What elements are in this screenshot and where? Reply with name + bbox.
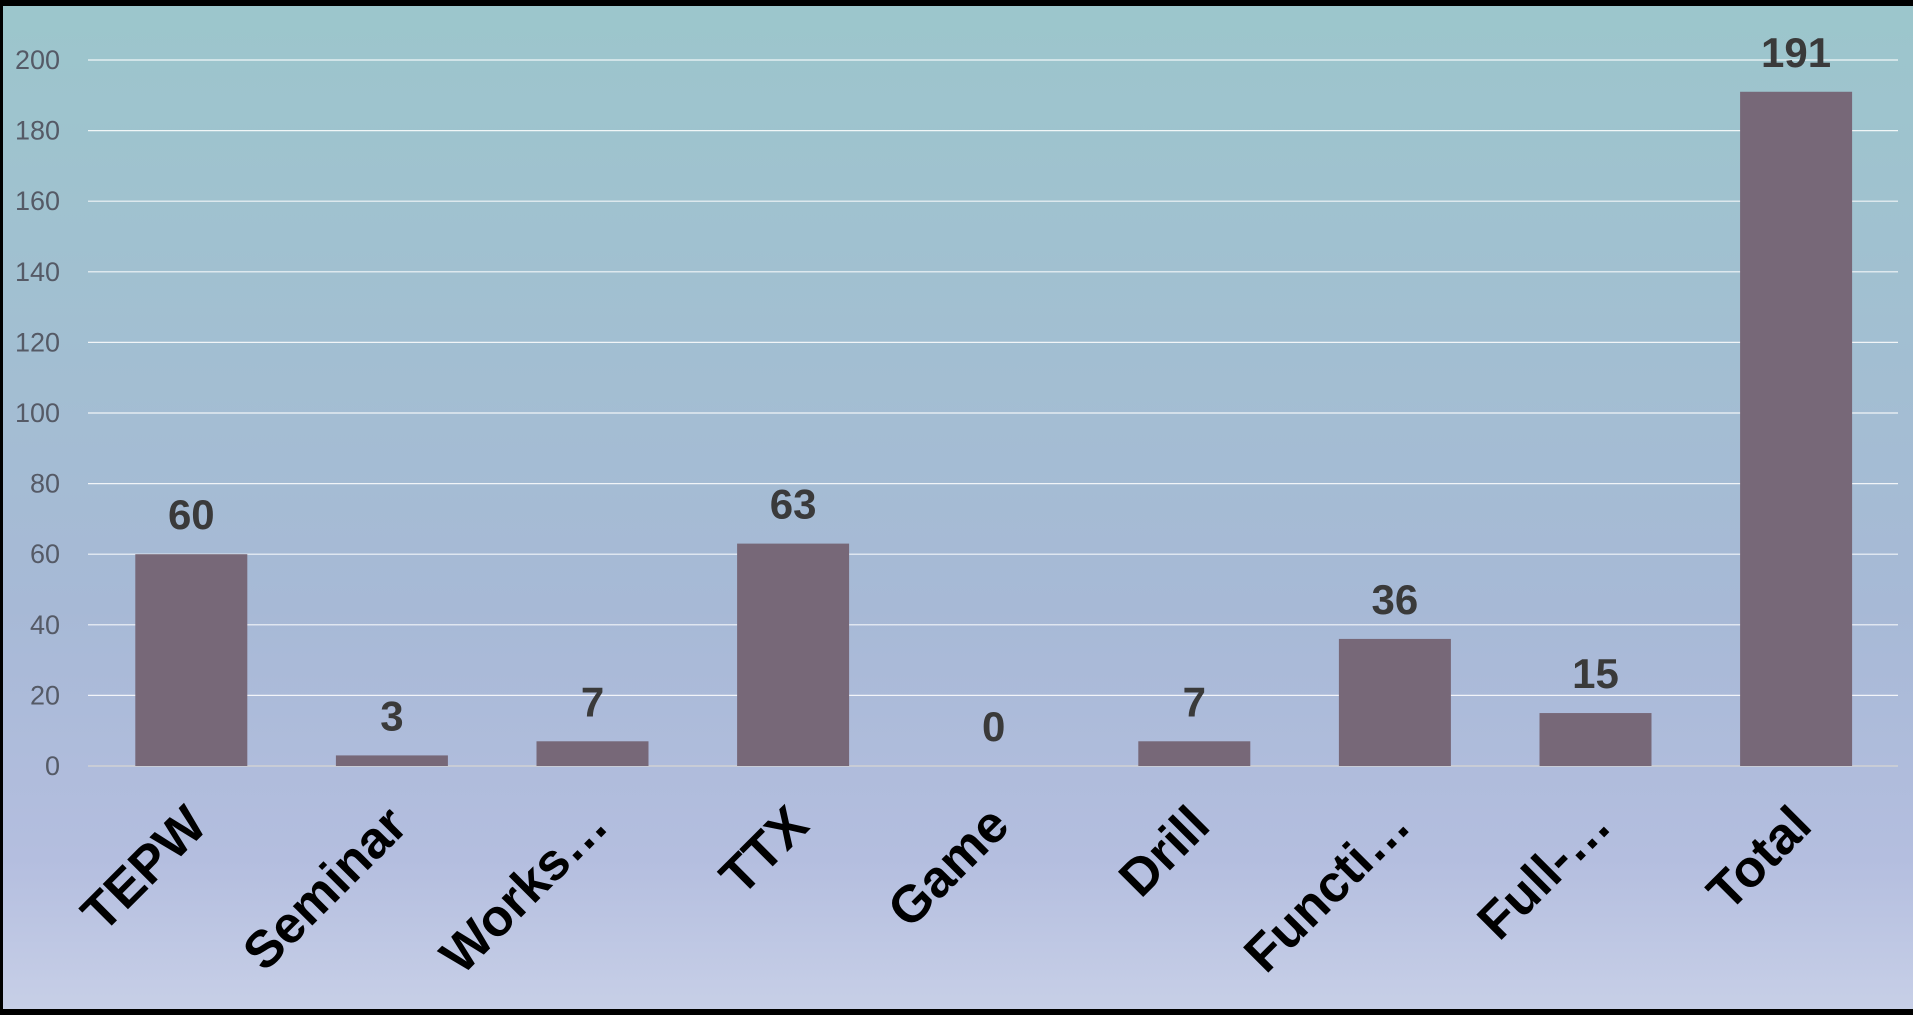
y-tick-label: 40 <box>30 610 60 640</box>
x-tick-label: Functi… <box>1233 795 1421 983</box>
y-tick-label: 200 <box>15 45 60 75</box>
y-tick-label: 20 <box>30 680 60 710</box>
x-tick-label: Drill <box>1108 795 1221 908</box>
x-tick-label: Full-… <box>1467 795 1622 950</box>
data-label: 7 <box>1183 678 1206 725</box>
y-tick-label: 0 <box>45 751 60 781</box>
bar-full <box>1539 713 1652 766</box>
data-label: 3 <box>380 692 403 739</box>
x-tick-label: Total <box>1696 795 1822 921</box>
data-label: 15 <box>1572 650 1619 697</box>
data-label: 60 <box>168 491 215 538</box>
bar-chart: 0 20 40 60 80 100 120 140 160 180 200 60 TEPW 3 Semina… <box>15 29 1898 985</box>
x-tick-label: Seminar <box>232 795 418 981</box>
y-tick-label: 120 <box>15 327 60 357</box>
x-tick-label: Game <box>877 795 1020 938</box>
bar-tepw <box>135 554 248 766</box>
y-tick-label: 100 <box>15 398 60 428</box>
bar-ttx <box>737 543 850 766</box>
y-tick-label: 180 <box>15 116 60 146</box>
bar-seminar <box>335 755 448 766</box>
y-tick-label: 80 <box>30 469 60 499</box>
bar-drill <box>1138 741 1251 766</box>
x-tick-label: TTX <box>709 795 820 906</box>
x-tick-label: TEPW <box>71 795 219 943</box>
data-label: 63 <box>770 481 817 528</box>
bar-total <box>1740 91 1853 766</box>
y-tick-label: 140 <box>15 257 60 287</box>
bar-works <box>536 741 649 766</box>
data-label: 36 <box>1372 576 1419 623</box>
y-tick-label: 60 <box>30 539 60 569</box>
data-label: 0 <box>982 703 1005 750</box>
data-label: 7 <box>581 678 604 725</box>
data-label: 191 <box>1761 29 1831 76</box>
x-tick-label: Works… <box>429 795 618 984</box>
bar-functi <box>1338 638 1451 766</box>
y-tick-label: 160 <box>15 186 60 216</box>
